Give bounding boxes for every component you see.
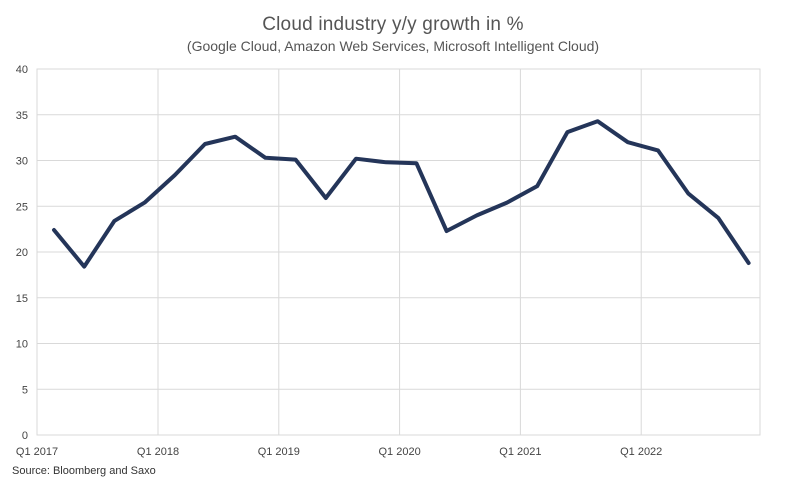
series-layer <box>52 119 751 269</box>
y-tick-label: 30 <box>16 156 28 168</box>
x-axis: Q1 2017 Q1 2018 Q1 2019 Q1 2020 Q1 2021 Q1 20… <box>16 446 662 458</box>
y-tick-label: 15 <box>16 293 28 305</box>
x-tick-label: Q1 2020 <box>378 446 420 458</box>
x-tick-label: Q1 2022 <box>620 446 662 458</box>
chart-subtitle: (Google Cloud, Amazon Web Services, Micr… <box>186 38 600 54</box>
x-tick-label: Q1 2019 <box>258 446 300 458</box>
y-axis: 0 5 10 15 20 25 30 35 40 <box>16 64 28 442</box>
x-tick-label: Q1 2017 <box>16 446 58 458</box>
y-tick-label: 25 <box>16 201 28 213</box>
y-tick-label: 35 <box>16 110 28 122</box>
y-tick-label: 10 <box>16 339 28 351</box>
x-tick-label: Q1 2021 <box>499 446 541 458</box>
y-tick-label: 20 <box>16 247 28 259</box>
y-tick-label: 5 <box>22 384 28 396</box>
series-line <box>52 119 751 269</box>
y-tick-label: 0 <box>22 430 28 442</box>
chart-title: Cloud industry y/y growth in % <box>262 14 524 35</box>
grid-lines <box>36 68 761 436</box>
x-tick-label: Q1 2018 <box>137 446 179 458</box>
source-note: Source: Bloomberg and Saxo <box>12 465 156 477</box>
y-tick-label: 40 <box>16 64 28 76</box>
